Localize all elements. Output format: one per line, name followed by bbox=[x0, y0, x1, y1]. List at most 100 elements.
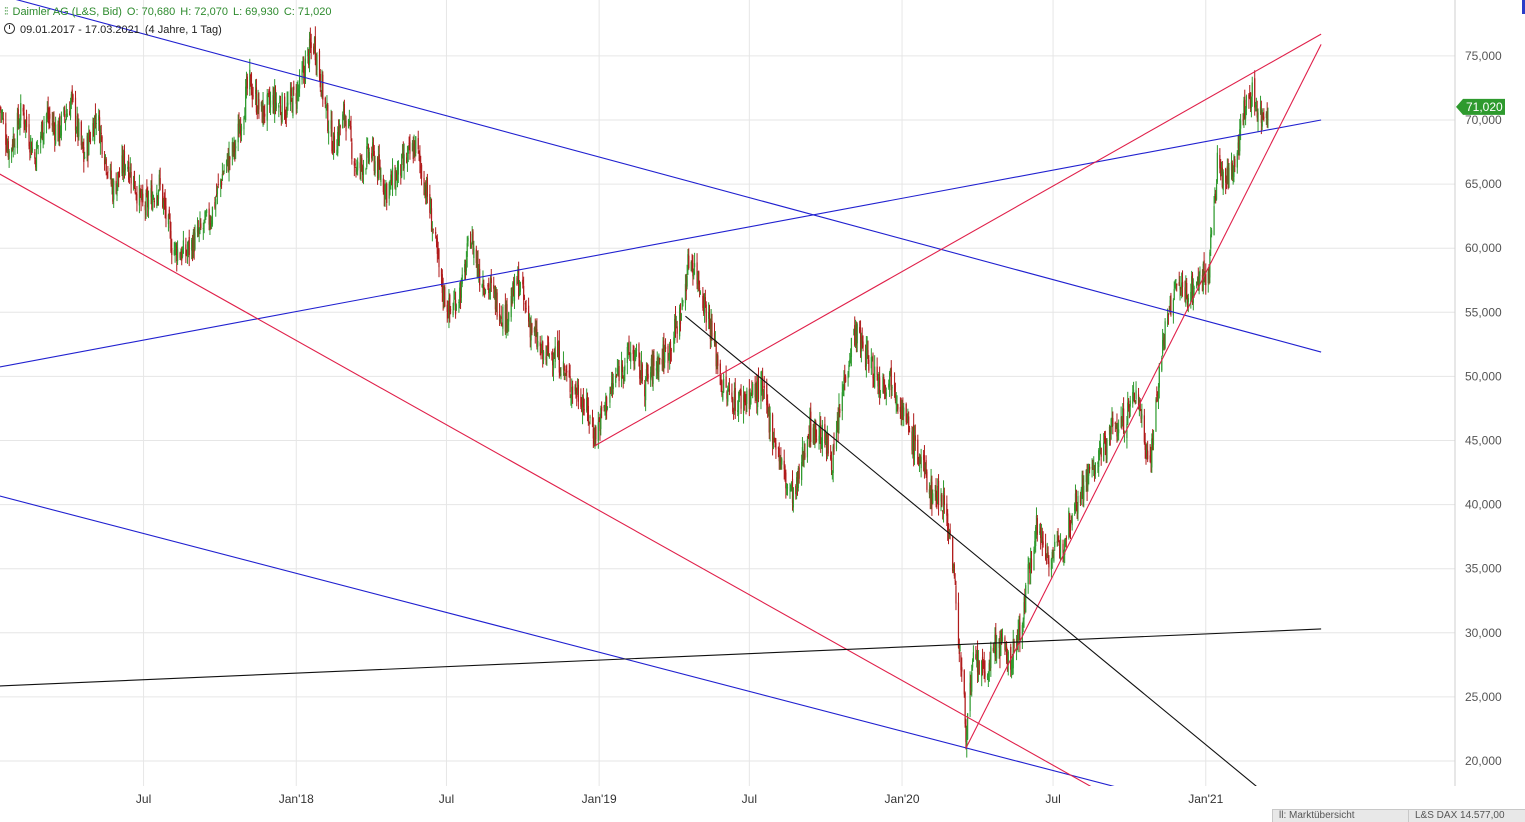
candle-body bbox=[943, 495, 945, 506]
candle-body bbox=[693, 263, 696, 268]
candle-body bbox=[471, 233, 473, 242]
candle-body bbox=[1129, 400, 1131, 407]
candle-body bbox=[103, 156, 106, 165]
candle-body bbox=[231, 141, 233, 157]
candle-body bbox=[41, 120, 43, 140]
candle-body bbox=[322, 74, 324, 100]
candle-body bbox=[344, 115, 346, 122]
candle-body bbox=[652, 357, 654, 384]
candle-body bbox=[644, 384, 646, 397]
candle-body bbox=[739, 391, 741, 394]
open-value: O: 70,680 bbox=[126, 6, 176, 18]
candle-body bbox=[969, 682, 971, 712]
candle-body bbox=[865, 345, 867, 367]
candle-body bbox=[425, 180, 428, 203]
candle-body bbox=[824, 424, 826, 444]
candle-body bbox=[297, 88, 299, 91]
clock-icon[interactable] bbox=[4, 23, 15, 34]
footer-tab-market-overview[interactable]: ll: Marktübersicht bbox=[1272, 809, 1410, 822]
candle-body bbox=[688, 255, 690, 269]
candle-body bbox=[238, 123, 240, 138]
candle-body bbox=[24, 119, 26, 127]
candle-body bbox=[1207, 271, 1209, 284]
candle-body bbox=[917, 439, 919, 464]
candle-body bbox=[772, 438, 775, 449]
candle-body bbox=[380, 174, 382, 182]
candle-body bbox=[628, 340, 630, 355]
footer-tab-dax[interactable]: L&S DAX 14.577,00 bbox=[1408, 809, 1525, 822]
trendline-red[interactable] bbox=[0, 165, 1137, 812]
candle-body bbox=[34, 152, 36, 159]
candle-body bbox=[295, 93, 297, 104]
candle-body bbox=[1069, 523, 1072, 528]
trendline-blue[interactable] bbox=[0, 492, 1213, 813]
trendline-black[interactable] bbox=[685, 315, 1287, 812]
candle-body bbox=[220, 179, 222, 187]
candle-body bbox=[245, 86, 247, 120]
candle-body bbox=[367, 146, 370, 158]
candle-body bbox=[1170, 295, 1172, 315]
candle-body bbox=[531, 323, 533, 333]
candle-body bbox=[954, 579, 956, 581]
candle-body bbox=[303, 65, 305, 74]
candle-body bbox=[580, 396, 582, 407]
candle-body bbox=[809, 415, 811, 440]
candle-body bbox=[351, 142, 353, 159]
candle-body bbox=[1152, 431, 1155, 445]
chart-type-icon[interactable]: ⫶⫶ bbox=[4, 6, 8, 18]
candle-body bbox=[1076, 504, 1078, 511]
candle-body bbox=[725, 376, 727, 388]
candle-body bbox=[737, 400, 740, 415]
candle-body bbox=[1058, 540, 1060, 542]
candle-body bbox=[377, 157, 380, 179]
candle-body bbox=[208, 208, 210, 225]
candle-body bbox=[655, 368, 658, 371]
candle-body bbox=[635, 351, 637, 360]
candle-body bbox=[211, 206, 214, 225]
candle-body bbox=[1220, 168, 1223, 174]
candle-body bbox=[1108, 426, 1111, 436]
candle-body bbox=[698, 288, 701, 290]
candle-body bbox=[1166, 314, 1169, 325]
candle-body bbox=[581, 402, 583, 412]
candle-body bbox=[1201, 274, 1204, 291]
candle-body bbox=[1054, 541, 1056, 548]
candle-body bbox=[45, 114, 48, 124]
x-axis: Jul Jan'18 Jul Jan'19 Jul Jan'20 Jul Jan'21 bbox=[136, 792, 1224, 806]
trendline-red[interactable] bbox=[965, 44, 1322, 749]
candle-body bbox=[1228, 167, 1230, 188]
candle-body bbox=[144, 204, 146, 211]
candle-body bbox=[448, 297, 450, 317]
candle-body bbox=[1172, 299, 1174, 316]
candle-body bbox=[53, 121, 55, 127]
trendline-blue[interactable] bbox=[0, 0, 1322, 353]
trendline-black[interactable] bbox=[0, 628, 1322, 687]
candle-body bbox=[336, 149, 338, 156]
candle-body bbox=[473, 247, 475, 259]
candle-body bbox=[458, 302, 460, 304]
trendlines[interactable] bbox=[0, 0, 1322, 813]
candle-body bbox=[304, 58, 306, 84]
candle-body bbox=[266, 94, 268, 121]
candle-body bbox=[19, 124, 21, 126]
candle-body bbox=[902, 406, 904, 421]
candle-body bbox=[934, 490, 936, 492]
candle-body bbox=[128, 161, 130, 180]
trendline-red[interactable] bbox=[594, 33, 1322, 447]
candle-body bbox=[254, 89, 257, 94]
candle-body bbox=[152, 197, 155, 199]
candle-body bbox=[1222, 171, 1224, 191]
candle-body bbox=[993, 651, 995, 653]
candle-body bbox=[338, 123, 341, 143]
candle-body bbox=[547, 342, 550, 355]
candle-body bbox=[107, 171, 109, 173]
candle-body bbox=[814, 419, 816, 443]
candle-body bbox=[871, 357, 873, 360]
candle-body bbox=[1071, 515, 1073, 526]
trendline-blue[interactable] bbox=[0, 119, 1322, 370]
candle-body bbox=[635, 348, 638, 352]
last-price-badge: 71,020 bbox=[1456, 98, 1505, 115]
candle-body bbox=[771, 414, 774, 446]
candle-body bbox=[275, 102, 277, 109]
